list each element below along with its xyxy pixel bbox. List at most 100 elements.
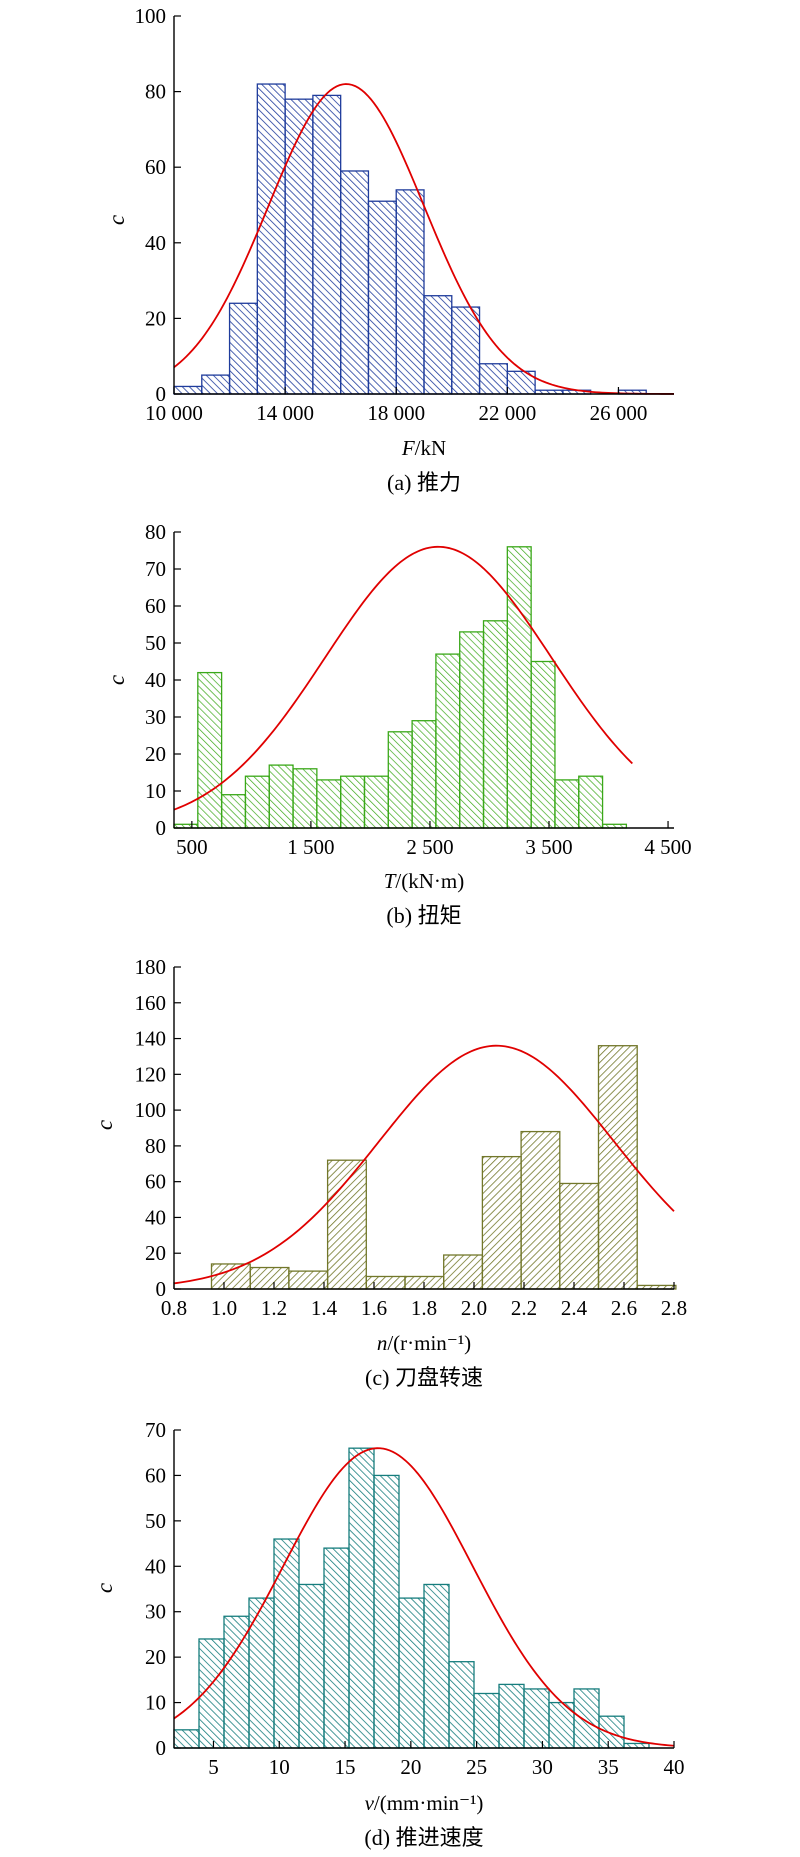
histogram-bar [373,1474,400,1749]
histogram-bar [578,775,604,829]
x-tick-label: 40 [664,1755,685,1779]
x-tick-label: 2 500 [406,835,453,859]
y-tick-label: 50 [145,1509,166,1533]
axes: 0 20 40 60 80 100 120 140 160 180 0.8 1.0 1.2 1.4 1.6 1… [135,955,688,1320]
histogram-bar [312,94,342,395]
x-tick-label: 1.4 [311,1296,338,1320]
x-axis-label: v/(mm·min⁻¹) [365,1791,484,1815]
histogram-bar [323,1547,350,1749]
y-tick-label: 20 [145,306,166,330]
x-tick-label: 0.8 [161,1296,187,1320]
histogram-bar [387,731,413,829]
panel-caption: (d) 推进速度 [364,1825,483,1850]
histogram-bars [173,546,628,829]
histogram-bar [256,83,286,395]
normal-fit-curve [173,83,675,395]
histogram-bar [298,1583,325,1749]
y-axis-label: c [104,675,129,685]
histogram-bar [228,302,258,395]
y-tick-label: 100 [135,1098,167,1122]
y-tick-label: 30 [145,1600,166,1624]
histogram-bar [411,720,437,829]
y-tick-label: 140 [135,1027,167,1051]
histogram-bar [597,1045,638,1290]
histogram-bar [554,779,580,829]
y-tick-label: 60 [145,1170,166,1194]
histogram-bar [223,1615,250,1749]
y-tick-label: 50 [145,631,166,655]
y-tick-label: 80 [145,520,166,544]
histogram-bar [197,671,223,829]
x-tick-label: 14 000 [256,401,314,425]
histogram-bar [340,170,370,395]
histogram-bar [173,385,203,395]
histogram-bar [268,764,294,829]
x-tick-label: 30 [532,1755,553,1779]
histogram-bars [173,83,647,395]
y-tick-label: 120 [135,1062,167,1086]
panel-b-torque: 0 10 20 30 40 50 60 70 80 500 1 500 2 500 3 500 4 500… [104,520,692,928]
histogram-bars [210,1045,677,1290]
y-tick-label: 60 [145,594,166,618]
y-tick-label: 70 [145,557,166,581]
y-tick-label: 20 [145,742,166,766]
x-axis-label: n/(r·min⁻¹) [377,1331,471,1355]
histogram-bar [451,306,481,395]
x-tick-label: 25 [466,1755,487,1779]
y-tick-label: 180 [135,955,167,979]
x-axis-unit: /(kN·m) [395,869,464,893]
x-tick-label: 1 500 [287,835,334,859]
histogram-bar [459,631,485,829]
histogram-bar [395,189,425,395]
histogram-bar [559,1182,600,1290]
panel-caption: (a) 推力 [387,470,461,495]
x-tick-label: 10 000 [145,401,203,425]
x-tick-label: 2.4 [561,1296,588,1320]
y-tick-label: 40 [145,668,166,692]
histogram-bar [530,660,556,829]
histogram-bar [498,1683,525,1749]
histogram-bar [367,200,397,395]
histogram-bar [423,295,453,395]
normal-fit-curve [173,545,633,811]
x-tick-label: 1.0 [211,1296,237,1320]
normal-fit-curve [173,1044,675,1285]
panel-d-advance-rate: 0 10 20 30 40 50 60 70 5 10 15 20 25 30 35 40 c v/(mm·m… [92,1418,685,1850]
histogram-bar [210,1263,251,1290]
panel-caption: (b) 扭矩 [386,903,461,928]
x-axis-variable: n [377,1331,388,1355]
histogram-bar [481,1155,522,1290]
x-tick-label: 18 000 [367,401,425,425]
y-tick-label: 40 [145,1554,166,1578]
histogram-bars [173,1447,650,1749]
histogram-bar [482,620,508,829]
y-tick-label: 0 [156,1736,167,1760]
histogram-bar [473,1692,500,1749]
x-tick-label: 2.6 [611,1296,637,1320]
x-tick-label: 1.2 [261,1296,287,1320]
histogram-bar [340,775,366,829]
x-tick-label: 500 [176,835,208,859]
panel-a-thrust: 0 20 40 60 80 100 10 000 14 000 18 000 22 000 26 0… [104,4,675,495]
y-tick-label: 160 [135,991,167,1015]
histogram-bar [220,794,247,829]
x-axis-variable: v [365,1791,375,1815]
histogram-bar [284,98,314,395]
histogram-bar [249,1266,290,1290]
x-tick-label: 2.8 [661,1296,687,1320]
histogram-bar [292,768,318,829]
y-tick-label: 10 [145,779,166,803]
histogram-bar [363,775,389,829]
histogram-bar [435,653,461,829]
x-tick-label: 22 000 [478,401,536,425]
histogram-bar [448,1661,475,1749]
x-tick-label: 35 [598,1755,619,1779]
histogram-bar [288,1270,329,1290]
histogram-bar [173,1729,200,1749]
x-tick-label: 2.2 [511,1296,537,1320]
x-tick-label: 20 [400,1755,421,1779]
histogram-bar [348,1447,375,1749]
y-tick-label: 100 [135,4,167,28]
y-axis-label: c [104,215,129,225]
x-axis-unit: /(mm·min⁻¹) [374,1791,484,1815]
